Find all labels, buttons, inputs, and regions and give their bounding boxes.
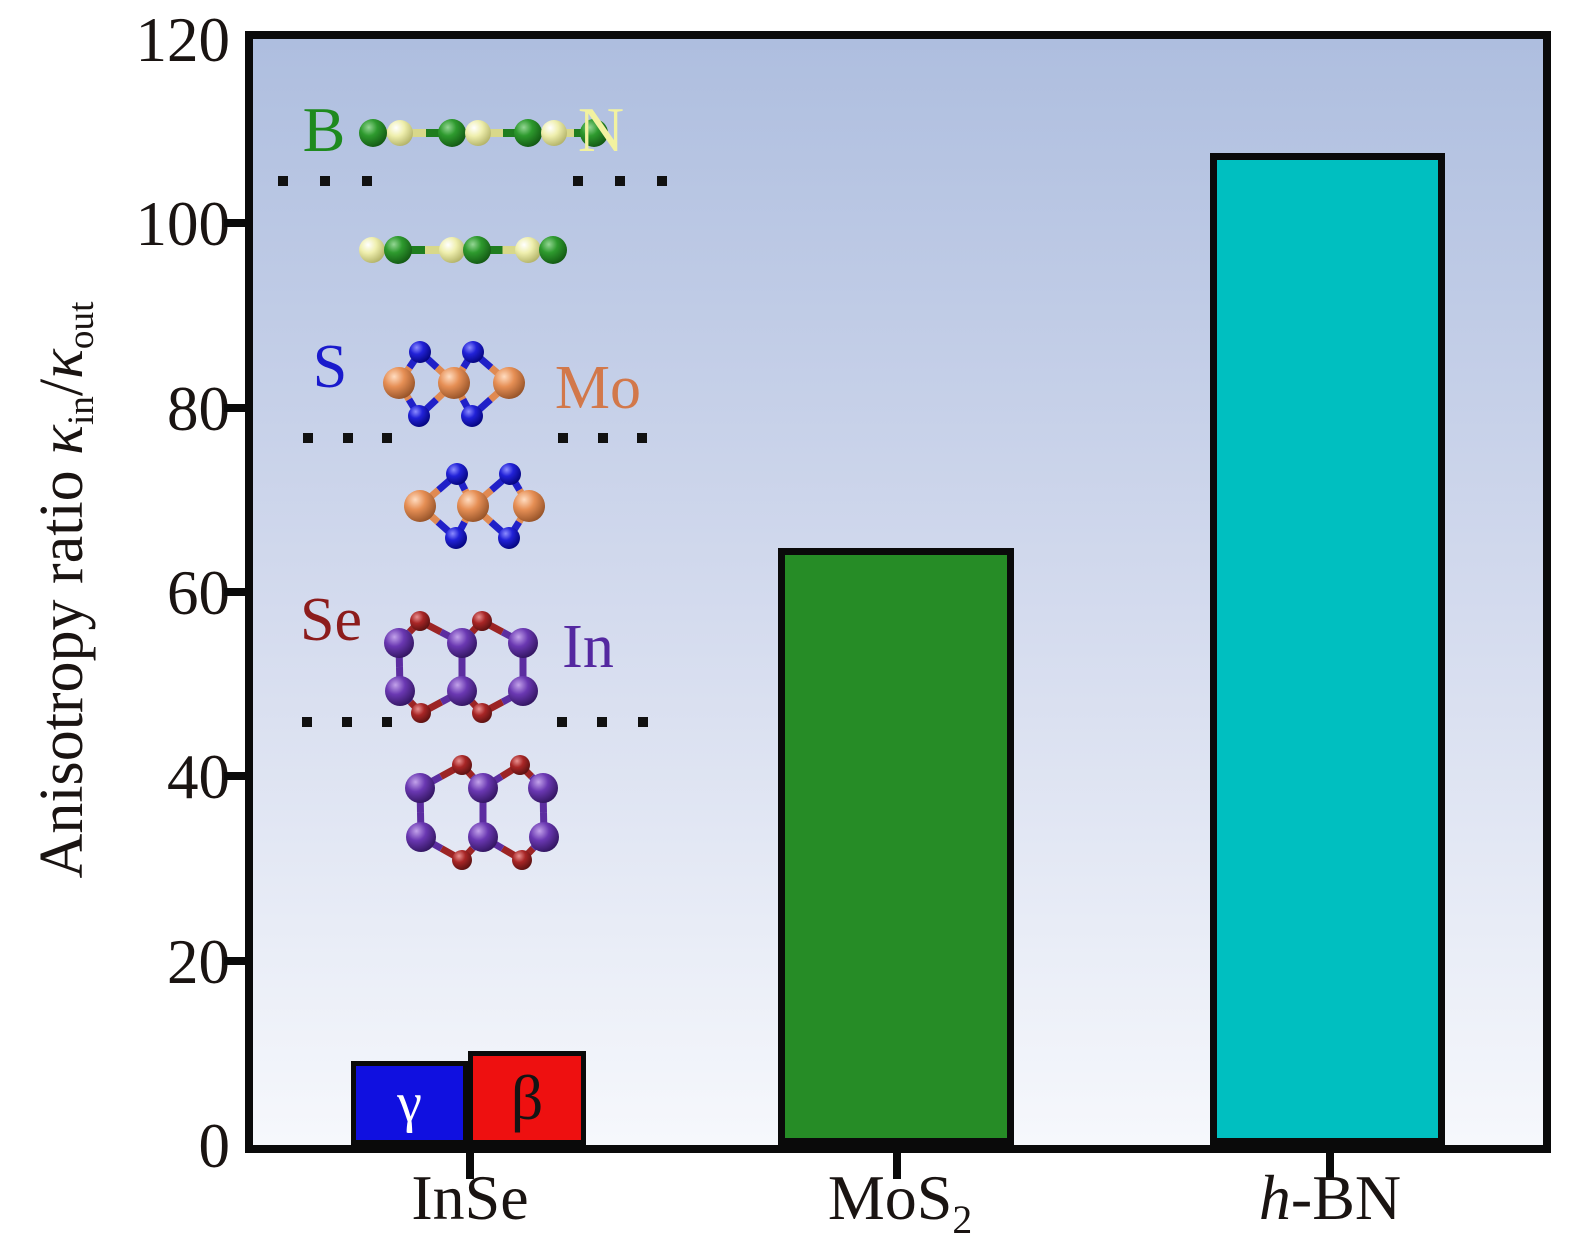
bar-label-gamma: γ <box>397 1072 422 1134</box>
x-tick-inse <box>466 1153 474 1179</box>
y-tick-label-120: 120 <box>135 5 231 75</box>
y-tick-20 <box>224 957 245 965</box>
x-tick-label-inse: InSe <box>350 1158 590 1253</box>
mos2-label-text: MoS <box>827 1162 953 1233</box>
mos2-label-subscript: 2 <box>952 1197 973 1242</box>
x-tick-hbn <box>1326 1153 1334 1179</box>
bar-hbn <box>1210 153 1445 1145</box>
x-tick-mos2 <box>893 1153 901 1179</box>
x-tick-label-hbn: h-BN <box>1200 1158 1460 1253</box>
bar-mos2 <box>778 548 1014 1145</box>
y-tick-80 <box>224 404 245 412</box>
y-tick-label-80: 80 <box>167 374 230 444</box>
y-axis-title-text: Anisotropy ratio <box>28 470 96 879</box>
y-tick-100 <box>224 219 245 227</box>
bar-inse-beta: β <box>468 1051 586 1145</box>
bar-label-beta: β <box>510 1062 544 1133</box>
y-tick-label-60: 60 <box>167 558 230 628</box>
x-tick-label-mos2: MoS2 <box>770 1158 1030 1253</box>
y-tick-label-20: 20 <box>167 927 230 997</box>
y-tick-40 <box>224 772 245 780</box>
hbn-label-text: -BN <box>1290 1162 1402 1233</box>
kappa-sub-out: out <box>61 301 103 350</box>
inse-label-text: InSe <box>411 1162 529 1233</box>
kappa-symbol-2: κ <box>28 349 96 379</box>
y-tick-label-40: 40 <box>167 742 230 812</box>
y-tick-60 <box>224 588 245 596</box>
y-tick-label-100: 100 <box>135 189 231 259</box>
y-tick-label-0: 0 <box>198 1111 231 1181</box>
bar-inse-gamma: γ <box>351 1061 468 1145</box>
hbn-label-italic-h: h <box>1258 1162 1291 1233</box>
